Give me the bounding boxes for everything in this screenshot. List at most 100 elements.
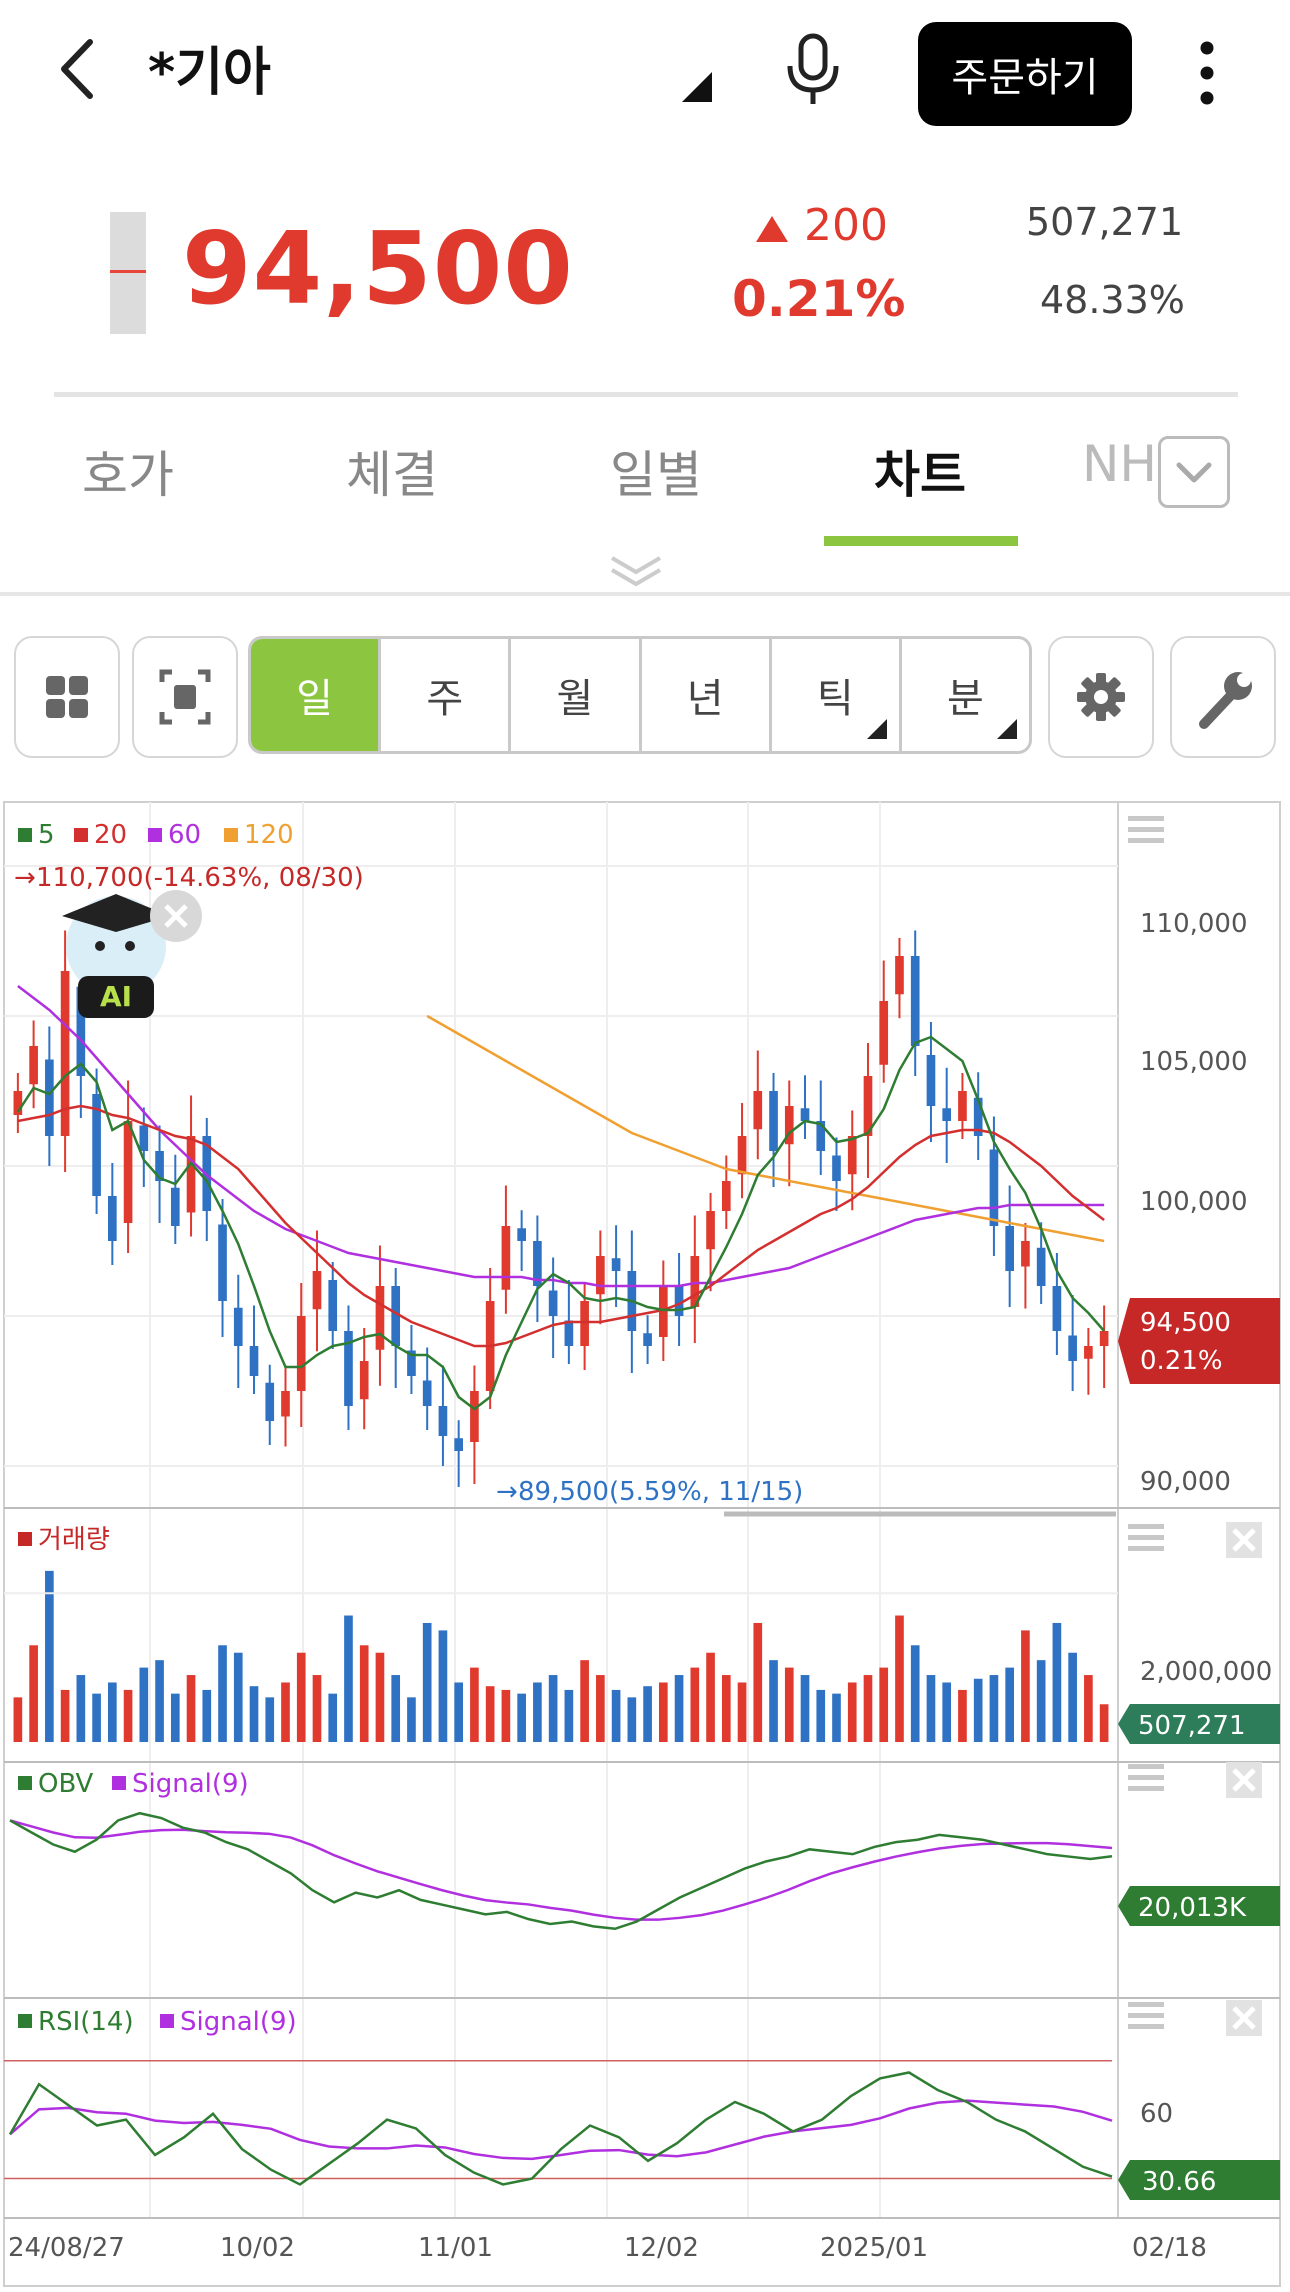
period-tick[interactable]: 틱: [772, 639, 902, 751]
close-icon: [164, 904, 188, 928]
legend-swatch: [148, 828, 162, 842]
tools-button[interactable]: [1170, 636, 1276, 758]
focus-frame-icon: [159, 669, 211, 725]
ai-assistant-badge[interactable]: AI: [62, 890, 202, 1018]
candle-body: [470, 1391, 479, 1442]
volume-bar: [45, 1570, 54, 1742]
volume-bar: [470, 1667, 479, 1742]
candle-body: [1021, 1241, 1030, 1267]
volume-bar: [312, 1675, 322, 1742]
volume-bar: [926, 1675, 936, 1742]
volume-bar: [564, 1689, 574, 1742]
fullscreen-button[interactable]: [132, 636, 238, 758]
period-minute[interactable]: 분: [902, 639, 1029, 751]
volume-bar: [107, 1682, 117, 1742]
order-button[interactable]: 주문하기: [918, 22, 1132, 126]
high-arrow-icon: →: [14, 863, 36, 893]
candle-body: [249, 1346, 259, 1376]
panel-close-icon[interactable]: [1226, 2000, 1262, 2036]
volume-tag-value: 507,271: [1138, 1711, 1246, 1741]
more-menu-button[interactable]: [1192, 38, 1222, 108]
volume-bar: [989, 1675, 999, 1742]
panel-close-icon[interactable]: [1226, 1522, 1262, 1558]
high-annotation: 110,700(-14.63%, 08/30): [36, 863, 364, 893]
candle-body: [753, 1091, 763, 1130]
ma120-line: [426, 1014, 1105, 1243]
stock-chart[interactable]: 5 20 60 120 → 110,700(-14.63%, 08/30) → …: [0, 796, 1290, 2292]
volume-bar: [580, 1660, 589, 1742]
volume-bar: [643, 1686, 652, 1742]
volume-bar: [485, 1686, 495, 1742]
period-day[interactable]: 일: [251, 639, 382, 751]
volume-bar: [1052, 1622, 1062, 1742]
candle-body: [60, 971, 70, 1136]
candle-body: [816, 1121, 826, 1151]
legend-ma5: 5: [38, 820, 55, 850]
panel-menu-icon[interactable]: [1128, 1524, 1164, 1551]
period-year[interactable]: 년: [642, 639, 772, 751]
x-tick-label: 11/01: [418, 2233, 493, 2263]
panel-close-icon[interactable]: [1226, 1762, 1262, 1798]
volume-bar: [218, 1645, 227, 1742]
legend-swatch: [160, 2014, 174, 2028]
candle-body: [548, 1290, 558, 1316]
back-button[interactable]: [50, 34, 110, 104]
price-legend: 5 20 60 120: [18, 820, 294, 850]
period-week[interactable]: 주: [381, 639, 512, 751]
volume-bar: [155, 1660, 164, 1742]
panel-menu-icon[interactable]: [1128, 1764, 1164, 1791]
candle-body: [643, 1333, 652, 1346]
mic-button[interactable]: [778, 30, 848, 110]
layout-grid-button[interactable]: [14, 636, 120, 758]
chart-settings-button[interactable]: [1048, 636, 1154, 758]
candle-body: [910, 956, 920, 1046]
volume-bar: [958, 1689, 967, 1742]
candle-body: [926, 1055, 936, 1106]
volume-bar: [139, 1667, 149, 1742]
panel-menu-icon[interactable]: [1128, 2002, 1164, 2029]
panel-menu-icon[interactable]: [1128, 816, 1164, 843]
volume-bar: [753, 1622, 763, 1742]
rsi-y-tick: 60: [1140, 2099, 1173, 2129]
chart-grid: [4, 802, 1118, 2218]
candle-body: [438, 1406, 448, 1436]
mascot-eye: [125, 941, 135, 951]
volume-bar: [517, 1693, 526, 1742]
tab-daily[interactable]: 일별: [610, 446, 702, 504]
volume-series: [4, 1570, 1118, 1742]
candle-body: [312, 1271, 322, 1310]
volume-bar: [784, 1667, 794, 1742]
volume-bar: [832, 1693, 841, 1742]
candle-body: [1005, 1226, 1015, 1271]
volume-bar: [627, 1697, 637, 1742]
stock-name[interactable]: *기아: [148, 43, 271, 103]
tab-more-button[interactable]: [1158, 436, 1230, 508]
microphone-icon: [787, 33, 839, 104]
stock-dropdown-icon[interactable]: [682, 72, 712, 102]
volume-bar: [1099, 1704, 1109, 1742]
collapse-toggle[interactable]: [608, 552, 664, 592]
current-price: 94,500: [182, 210, 574, 327]
candle-body: [832, 1155, 841, 1181]
x-tick-label: 12/02: [624, 2233, 699, 2263]
legend-swatch: [224, 828, 238, 842]
legend-swatch: [18, 2014, 32, 2028]
tab-chart[interactable]: 차트: [874, 446, 966, 504]
candle-body: [863, 1076, 873, 1136]
tab-orderbook[interactable]: 호가: [82, 446, 174, 504]
low-arrow-icon: →: [496, 1477, 518, 1507]
volume-bar: [942, 1682, 952, 1742]
divider: [54, 392, 1238, 397]
volume-bar: [548, 1675, 558, 1742]
volume-bar: [863, 1675, 873, 1742]
volume-bar: [910, 1645, 920, 1742]
tab-trades[interactable]: 체결: [346, 446, 438, 504]
volume-bar: [375, 1652, 385, 1742]
candle-body: [580, 1301, 589, 1346]
volume-bar: [1068, 1652, 1077, 1742]
volume-bar: [438, 1630, 448, 1742]
tab-nh[interactable]: NH: [1082, 435, 1157, 493]
period-month[interactable]: 월: [511, 639, 642, 751]
obv-signal-legend: Signal(9): [132, 1769, 249, 1799]
low-annotation: 89,500(5.59%, 11/15): [518, 1477, 803, 1507]
